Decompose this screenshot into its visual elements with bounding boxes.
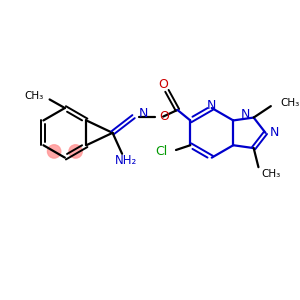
Circle shape: [47, 145, 61, 158]
Text: O: O: [159, 110, 169, 123]
Text: NH₂: NH₂: [115, 154, 137, 167]
Text: N: N: [269, 126, 279, 139]
Circle shape: [69, 145, 82, 158]
Text: CH₃: CH₃: [261, 169, 280, 179]
Text: Cl: Cl: [155, 146, 167, 158]
Text: N: N: [207, 99, 217, 112]
Text: O: O: [158, 78, 168, 91]
Text: CH₃: CH₃: [280, 98, 300, 108]
Text: N: N: [241, 108, 250, 121]
Text: N: N: [138, 107, 148, 120]
Text: CH₃: CH₃: [25, 91, 44, 100]
